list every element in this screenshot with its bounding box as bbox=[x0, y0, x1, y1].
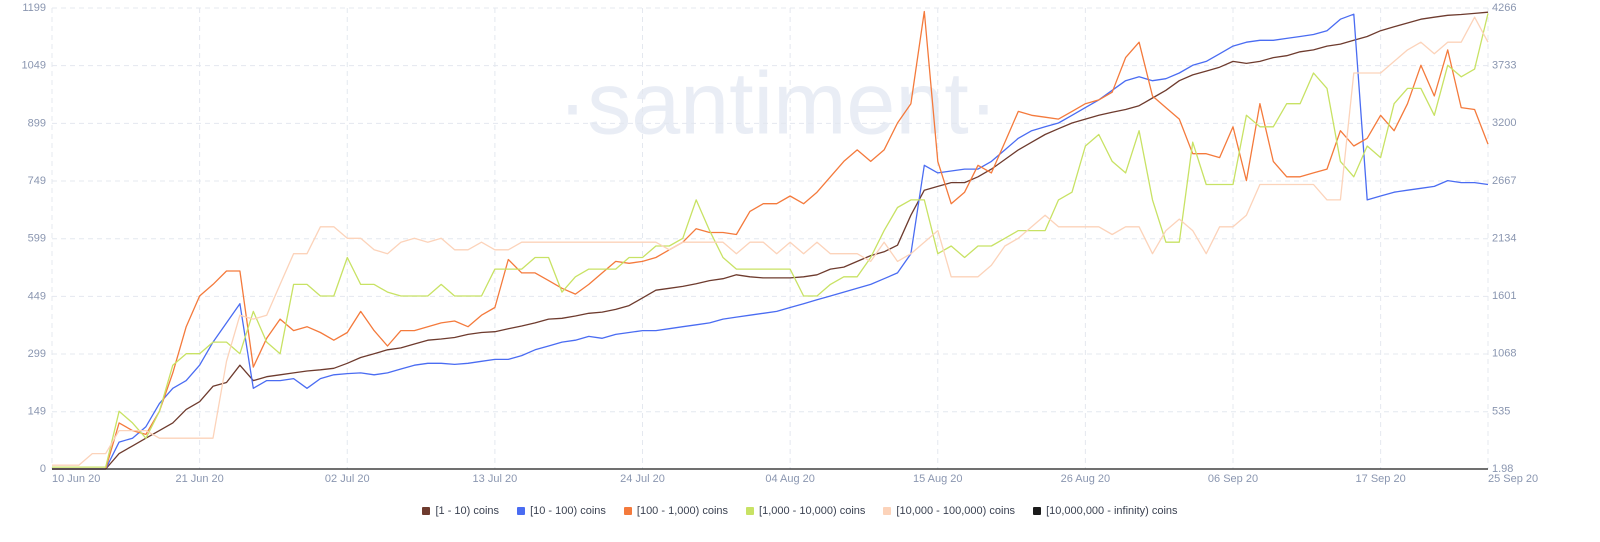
y-tick-label: 149 bbox=[28, 406, 46, 418]
legend-item[interactable]: [10,000,000 - infinity) coins bbox=[1033, 505, 1178, 517]
y-tick-label: 449 bbox=[28, 290, 46, 302]
x-tick-label: 26 Aug 20 bbox=[1061, 473, 1111, 485]
legend-item[interactable]: [10,000 - 100,000) coins bbox=[883, 505, 1015, 517]
x-tick-label: 10 Jun 20 bbox=[52, 473, 100, 485]
x-tick-label: 13 Jul 20 bbox=[473, 473, 518, 485]
y2-tick-label: 535 bbox=[1492, 405, 1510, 417]
x-tick-label: 24 Jul 20 bbox=[620, 473, 665, 485]
legend-label: [1 - 10) coins bbox=[435, 505, 500, 517]
y-tick-label: 899 bbox=[28, 117, 46, 129]
series-line bbox=[52, 16, 1489, 466]
watermark: ·santiment· bbox=[558, 53, 998, 152]
y-tick-label: 599 bbox=[28, 233, 46, 245]
x-tick-label: 25 Sep 20 bbox=[1488, 473, 1538, 485]
legend-swatch bbox=[746, 507, 755, 515]
grid bbox=[51, 7, 1489, 470]
x-tick-label: 04 Aug 20 bbox=[765, 473, 815, 485]
y2-tick-label: 4266 bbox=[1492, 2, 1516, 14]
legend-item[interactable]: [1 - 10) coins bbox=[422, 505, 499, 517]
y2-tick-label: 2667 bbox=[1492, 175, 1516, 187]
y-tick-label: 749 bbox=[28, 175, 46, 187]
legend-swatch bbox=[517, 507, 526, 515]
series-line bbox=[52, 11, 1489, 470]
legend-swatch bbox=[883, 507, 892, 515]
legend-swatch bbox=[422, 507, 431, 515]
y2-tick-label: 1601 bbox=[1492, 290, 1516, 302]
chart: ·santiment· 0 149 299 449 599 749 899 1049 1199 1… bbox=[22, 2, 1539, 485]
x-tick-label: 15 Aug 20 bbox=[913, 473, 963, 485]
x-tick-label: 02 Jul 20 bbox=[325, 473, 370, 485]
series-line bbox=[52, 13, 1489, 468]
legend-item[interactable]: [100 - 1,000) coins bbox=[623, 505, 729, 517]
legend-label: [10 - 100) coins bbox=[530, 505, 606, 517]
legend-swatch bbox=[1033, 507, 1042, 515]
x-tick-label: 17 Sep 20 bbox=[1356, 473, 1406, 485]
legend-item[interactable]: [1,000 - 10,000) coins bbox=[746, 505, 865, 517]
legend-label: [10,000,000 - infinity) coins bbox=[1046, 505, 1178, 517]
legend-label: [1,000 - 10,000) coins bbox=[759, 505, 866, 517]
series-line bbox=[52, 13, 1489, 470]
y2-tick-label: 1.98 bbox=[1492, 463, 1513, 475]
y-tick-label: 1199 bbox=[22, 2, 46, 14]
legend-label: [100 - 1,000) coins bbox=[636, 505, 729, 517]
legend-swatch bbox=[623, 507, 632, 515]
y2-tick-label: 2134 bbox=[1492, 232, 1516, 244]
y-tick-label: 1049 bbox=[22, 60, 46, 72]
x-tick-label: 21 Jun 20 bbox=[175, 473, 223, 485]
legend: [1 - 10) coins [10 - 100) coins [100 - 1,0… bbox=[0, 500, 1600, 522]
y2-tick-label: 3200 bbox=[1492, 117, 1516, 129]
x-tick-label: 06 Sep 20 bbox=[1208, 473, 1258, 485]
legend-item[interactable]: [10 - 100) coins bbox=[517, 505, 606, 517]
y2-tick-label: 1068 bbox=[1492, 348, 1516, 360]
y-tick-label: 299 bbox=[28, 348, 46, 360]
y-tick-label: 0 bbox=[40, 463, 46, 475]
series-line bbox=[52, 10, 1489, 470]
legend-label: [10,000 - 100,000) coins bbox=[896, 505, 1016, 517]
y2-tick-label: 3733 bbox=[1492, 60, 1516, 72]
